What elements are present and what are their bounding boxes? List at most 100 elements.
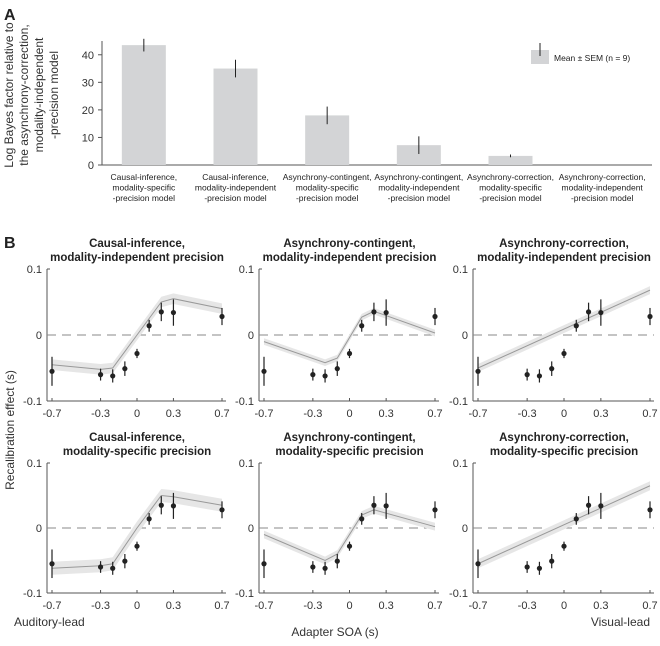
data-point (371, 502, 377, 508)
data-point (346, 543, 353, 549)
category-label: modality-specific (112, 183, 176, 193)
data-point (383, 309, 389, 316)
x-tick-label: -0.3 (91, 408, 110, 420)
x-tick-label: 0 (346, 408, 352, 420)
y-tick-label: 0 (36, 330, 42, 342)
x-tick-label: -0.7 (469, 600, 488, 612)
data-point (97, 564, 104, 570)
panel-label-b: B (4, 235, 16, 252)
legend-label: Mean ± SEM (n = 9) (554, 53, 630, 63)
data-point (647, 507, 653, 513)
data-point (524, 564, 530, 570)
x-axis-label: Adapter SOA (s) (291, 625, 378, 639)
x-tick-label: 0.7 (214, 408, 229, 420)
y-tick-label: -0.1 (23, 396, 42, 408)
data-point (371, 309, 377, 315)
y-tick-label: 10 (82, 132, 94, 144)
bar (396, 145, 441, 165)
category-label: Asynchrony-correction, (467, 172, 554, 182)
subplot-title: Asynchrony-contingent, (283, 432, 415, 444)
legend-swatch (531, 50, 549, 64)
data-point (598, 309, 604, 316)
category-label: -precision model (388, 193, 450, 203)
x-tick-label: 0 (561, 600, 567, 612)
data-point (261, 368, 267, 374)
y-tick-label: 0.1 (453, 458, 468, 470)
data-point (134, 543, 140, 549)
data-point (322, 565, 328, 571)
y-tick-label: 20 (82, 105, 94, 117)
bar (213, 68, 258, 165)
x-tick-label: -0.7 (43, 408, 62, 420)
data-point (585, 502, 592, 508)
x-tick-label: 0 (346, 600, 352, 612)
y-tick-label: -0.1 (449, 588, 468, 600)
data-point (170, 503, 177, 509)
subplot: -0.1 0 0.1 -0.7 -0.3 0 0.3 0.7 Causal-inference,… (23, 238, 230, 420)
data-point (359, 323, 365, 329)
y-tick-label: -0.1 (235, 396, 254, 408)
auditory-lead-label: Auditory-lead (14, 615, 85, 629)
data-point (134, 350, 140, 357)
x-tick-label: 0.3 (378, 408, 393, 420)
data-point (432, 313, 438, 320)
y-tick-label: 0.1 (239, 264, 254, 276)
data-point (110, 565, 116, 571)
data-point (536, 565, 543, 571)
model-ci-band (52, 489, 222, 575)
data-point (334, 366, 340, 372)
data-point (549, 558, 555, 564)
bar (488, 155, 533, 165)
x-tick-label: 0 (134, 600, 140, 612)
subplot: -0.1 0 0.1 -0.7 -0.3 0 0.3 0.7 Asynchrony-contin… (235, 432, 443, 612)
x-tick-label: 0.7 (642, 408, 657, 420)
data-point (97, 372, 104, 378)
y-tick-label: 0 (36, 523, 42, 535)
data-point (122, 366, 128, 372)
data-point (573, 323, 579, 329)
x-tick-label: 0 (561, 408, 567, 420)
data-point (310, 564, 316, 570)
data-point (158, 502, 164, 508)
category-label: modality-independent (562, 183, 644, 193)
y-tick-label: 40 (82, 50, 94, 62)
subplot-title: modality-independent precision (50, 252, 224, 264)
y-axis-label: modality-independent (32, 37, 46, 152)
data-point (549, 366, 555, 372)
x-tick-label: 0.7 (427, 408, 442, 420)
model-line (477, 485, 651, 565)
subplot-title: Causal-inference, (89, 432, 185, 444)
visual-lead-label: Visual-lead (591, 615, 650, 629)
x-tick-label: -0.3 (303, 600, 322, 612)
data-point (146, 323, 152, 329)
data-point (158, 309, 164, 315)
x-tick-label: -0.3 (518, 600, 537, 612)
data-point (383, 503, 389, 509)
subplot-title: Asynchrony-contingent, (283, 238, 415, 250)
data-point (310, 372, 316, 378)
y-tick-label: -0.1 (449, 396, 468, 408)
x-tick-label: -0.7 (469, 408, 488, 420)
data-point (334, 558, 340, 564)
y-tick-label: 0 (248, 330, 254, 342)
data-point (49, 368, 55, 374)
y-tick-label: 0 (248, 523, 254, 535)
x-tick-label: 0 (134, 408, 140, 420)
subplot-title: Asynchrony-correction, (499, 238, 629, 250)
data-point (561, 543, 567, 549)
x-tick-label: -0.7 (255, 600, 274, 612)
bar-chart-a: 0 10 20 30 40 Log Bayes factor relative to the… (2, 22, 652, 203)
line-charts-b: -0.1 0 0.1 -0.7 -0.3 0 0.3 0.7 Causal-inference,… (3, 238, 658, 639)
bar (121, 45, 166, 166)
x-tick-label: 0.7 (642, 600, 657, 612)
subplot-title: modality-independent precision (477, 252, 651, 264)
x-tick-label: 0.3 (593, 600, 608, 612)
y-tick-label: 0 (462, 330, 468, 342)
category-label: modality-independent (378, 183, 460, 193)
data-point (49, 561, 55, 567)
subplot-title: modality-specific precision (63, 446, 211, 458)
model-ci-band (52, 293, 222, 375)
subplot-title: modality-specific precision (275, 446, 423, 458)
x-tick-label: 0.3 (378, 600, 393, 612)
